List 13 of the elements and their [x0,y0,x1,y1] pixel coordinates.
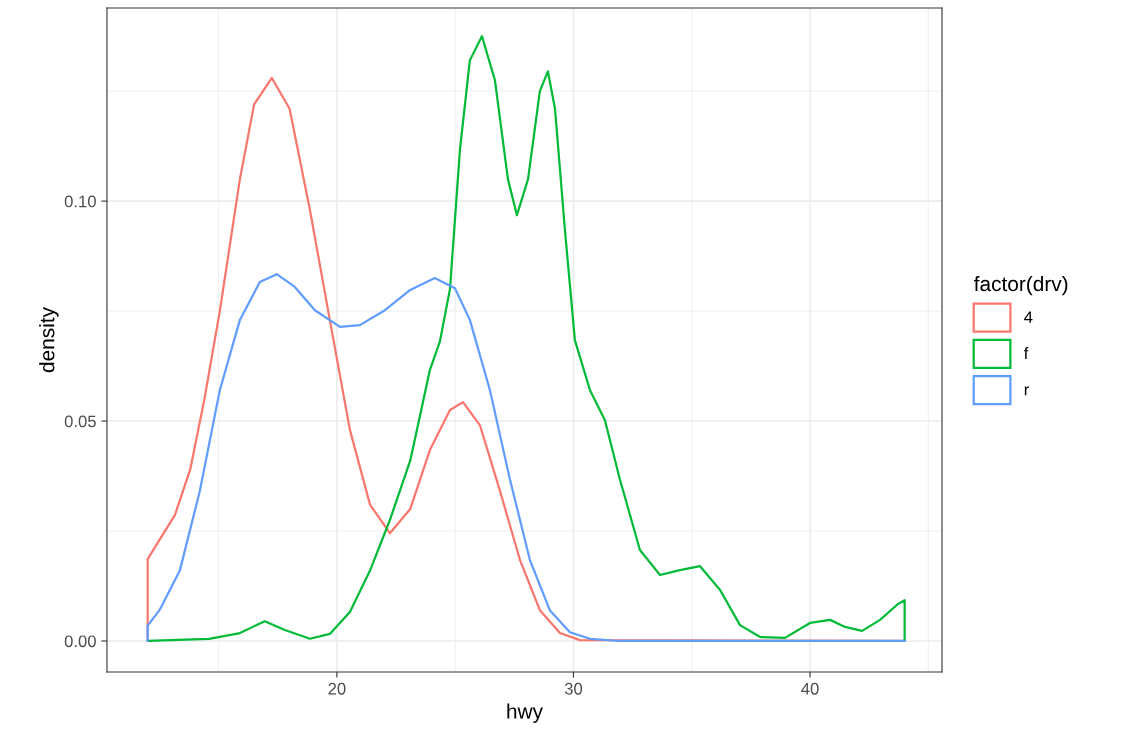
y-tick-label: 0.10 [64,195,96,208]
y-tick-label: 0.00 [64,635,96,648]
line-series [146,273,906,643]
x-tick-label: 30 [564,682,583,695]
legend-label: r [1024,386,1029,396]
x-axis-title: hwy [507,703,543,723]
x-tick-label: 40 [801,682,819,695]
y-tick-label: 0.05 [64,415,96,428]
legend-label: 4 [1024,311,1033,323]
legend-label: f [1023,347,1029,360]
x-tick-label: 20 [328,682,346,695]
legend-title: factor(drv) [974,275,1068,296]
y-axis-title: density [39,307,59,373]
